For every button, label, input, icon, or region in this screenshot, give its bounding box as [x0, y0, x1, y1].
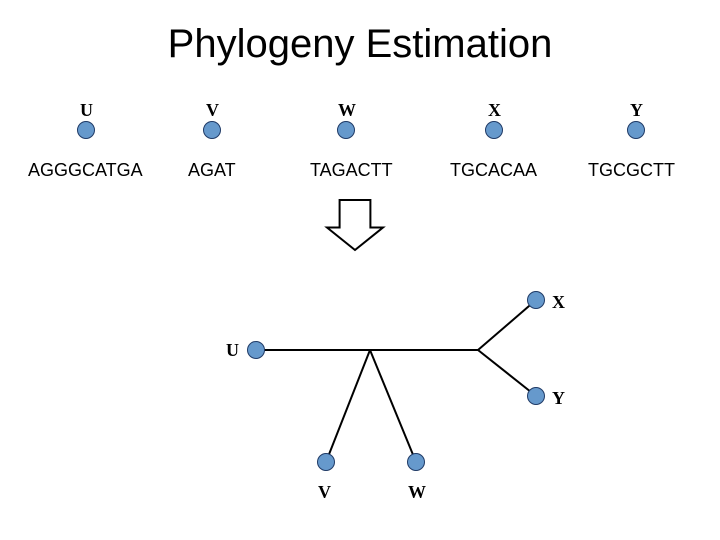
tree-edge: [326, 350, 370, 462]
taxon-bullet-w: [338, 122, 355, 139]
tree-node-v: [318, 454, 335, 471]
tree-node-u: [248, 342, 265, 359]
tree-node-x: [528, 292, 545, 309]
diagram-svg: [0, 0, 720, 540]
taxon-bullet-v: [204, 122, 221, 139]
taxon-bullet-u: [78, 122, 95, 139]
tree-edge: [370, 350, 416, 462]
taxon-bullet-x: [486, 122, 503, 139]
tree-edge: [478, 300, 536, 350]
tree-node-y: [528, 388, 545, 405]
down-arrow-icon: [327, 200, 383, 250]
tree-edge: [478, 350, 536, 396]
taxon-bullet-y: [628, 122, 645, 139]
tree-node-w: [408, 454, 425, 471]
